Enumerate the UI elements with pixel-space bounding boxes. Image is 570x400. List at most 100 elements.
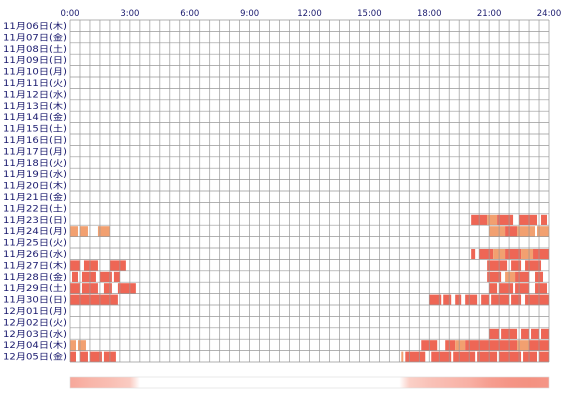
activity-cell <box>429 294 442 305</box>
activity-cell <box>541 214 548 226</box>
activity-cell <box>487 260 508 271</box>
activity-cell <box>509 328 518 340</box>
activity-cell <box>455 340 466 351</box>
row-label: 11月25日(火) <box>3 238 67 249</box>
activity-cell <box>81 271 96 283</box>
activity-cell <box>465 340 490 351</box>
activity-cell <box>443 294 452 305</box>
grid-lines <box>69 19 550 363</box>
row-label: 11月15日(土) <box>3 123 67 135</box>
row-label: 11月20日(木) <box>3 180 67 192</box>
row-label: 12月04日(木) <box>3 339 67 351</box>
x-tick-label: 12:00 <box>297 9 322 19</box>
activity-cell <box>489 283 498 294</box>
row-label: 12月03日(水) <box>3 328 67 340</box>
activity-cell <box>70 351 76 362</box>
activity-cell <box>499 283 514 294</box>
activity-cell <box>525 260 542 271</box>
activity-cell <box>505 226 518 237</box>
row-label: 11月10日(月) <box>3 67 67 78</box>
x-tick-label: 18:00 <box>417 9 442 19</box>
activity-cell <box>489 226 506 237</box>
activity-cell <box>103 283 112 294</box>
activity-cell <box>70 226 78 237</box>
activity-cell <box>535 283 548 294</box>
activity-cell <box>405 351 426 362</box>
activity-cell <box>505 271 516 283</box>
activity-cell <box>487 271 502 283</box>
x-tick-label: 21:00 <box>477 9 502 19</box>
row-label: 11月13日(木) <box>3 100 67 112</box>
activity-cell <box>497 214 514 226</box>
activity-cell <box>465 294 478 305</box>
activity-cell <box>519 214 538 226</box>
x-tick-label: 3:00 <box>120 9 139 19</box>
activity-cell <box>517 226 536 237</box>
row-label: 11月27日(木) <box>3 259 67 271</box>
row-label: 11月17日(月) <box>3 146 67 157</box>
activity-cell <box>487 214 498 226</box>
activity-cell <box>70 294 118 305</box>
activity-cell <box>445 340 456 351</box>
activity-cell <box>97 226 110 237</box>
x-tick-label: 6:00 <box>180 9 199 19</box>
activity-cell <box>531 328 540 340</box>
activity-cell <box>109 260 126 271</box>
row-label: 11月11日(火) <box>3 78 67 89</box>
row-label: 11月29日(土) <box>3 282 67 294</box>
activity-cell <box>525 294 549 305</box>
y-axis-row-labels: 11月06日(木)11月07日(金)11月08日(土)11月09日(日)11月1… <box>3 20 67 363</box>
row-label: 11月22日(土) <box>3 202 67 214</box>
row-label: 11月14日(金) <box>3 111 67 123</box>
activity-cell <box>537 226 549 237</box>
activity-cell <box>71 271 78 283</box>
activity-cell <box>83 260 98 271</box>
activity-cell <box>70 340 76 351</box>
activity-cell <box>481 294 490 305</box>
row-label: 11月19日(水) <box>3 168 67 180</box>
activity-cell <box>489 328 500 340</box>
row-label: 12月05日(金) <box>3 351 67 363</box>
row-label: 11月18日(火) <box>3 158 67 169</box>
summary-gradient <box>69 376 550 389</box>
activity-cell <box>77 340 86 351</box>
row-label: 11月26日(水) <box>3 248 67 260</box>
row-label: 11月30日(日) <box>3 295 67 306</box>
activity-cell <box>479 249 494 260</box>
activity-cell <box>521 328 530 340</box>
activity-cell <box>70 283 80 294</box>
activity-cell <box>477 351 498 362</box>
activity-cell <box>511 260 522 271</box>
activity-cell <box>491 294 510 305</box>
row-label: 11月28日(金) <box>3 271 67 283</box>
activity-cell <box>70 260 80 271</box>
row-label: 11月21日(金) <box>3 191 67 203</box>
activity-cell <box>489 340 518 351</box>
activity-cell <box>539 351 549 362</box>
row-label: 11月12日(水) <box>3 88 67 100</box>
activity-cell <box>455 294 462 305</box>
row-label: 11月06日(木) <box>3 20 67 32</box>
activity-cell <box>79 351 88 362</box>
activity-cell <box>505 249 522 260</box>
activity-cell <box>515 271 530 283</box>
activity-cell <box>541 328 549 340</box>
x-tick-label: 9:00 <box>240 9 259 19</box>
row-label: 12月01日(月) <box>3 306 67 317</box>
row-label: 11月23日(日) <box>3 215 67 226</box>
activity-cell <box>515 283 530 294</box>
activity-cell <box>533 249 549 260</box>
activity-cell <box>501 328 510 340</box>
activity-cell <box>89 351 102 362</box>
activity-cell <box>431 351 452 362</box>
activity-cell <box>79 226 88 237</box>
activity-cell <box>499 351 522 362</box>
activity-cell <box>401 351 404 362</box>
activity-cell <box>453 351 476 362</box>
activity-cell <box>113 271 120 283</box>
x-tick-label: 0:00 <box>60 9 79 19</box>
row-label: 11月08日(土) <box>3 43 67 55</box>
activity-cell <box>521 249 534 260</box>
activity-cell <box>117 283 136 294</box>
